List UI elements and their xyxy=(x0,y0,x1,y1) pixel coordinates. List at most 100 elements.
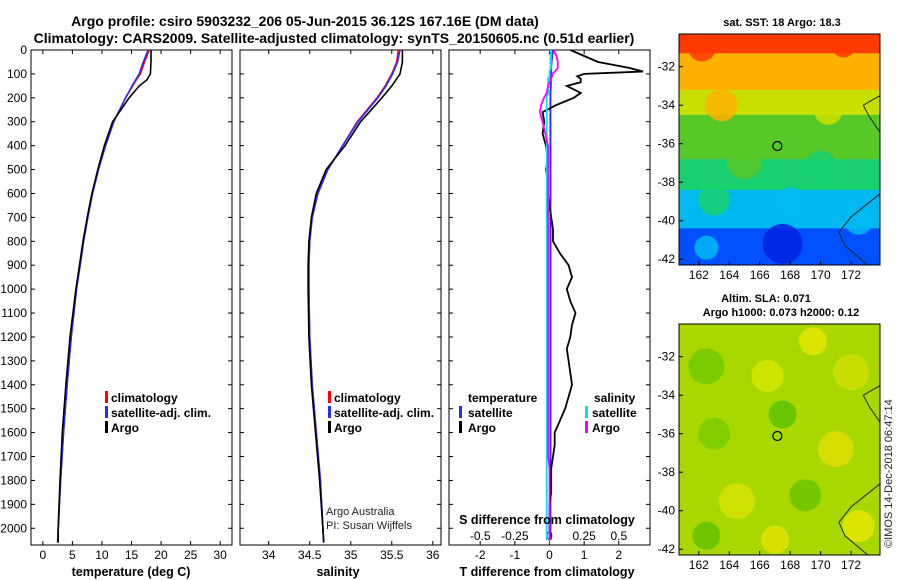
sla-blob xyxy=(688,348,725,385)
lon-tick-label: 166 xyxy=(750,558,770,572)
sla-blob xyxy=(768,400,797,429)
s-tick-label: -0.25 xyxy=(501,529,529,543)
lat-tick-label: -36 xyxy=(658,427,676,441)
x-tick-label: 34.5 xyxy=(298,548,322,562)
legend-s-satellite-label: satellite xyxy=(592,406,637,420)
legend-s-satellite-swatch xyxy=(585,406,588,418)
x-tick-label: -1 xyxy=(510,548,521,562)
depth-tick-label: 200 xyxy=(7,91,27,105)
depth-tick-label: 2000 xyxy=(0,521,27,535)
legend-argo-label: Argo xyxy=(111,421,139,435)
sla-blob xyxy=(799,327,827,356)
depth-tick-label: 1500 xyxy=(0,402,27,416)
credit-pi: PI: Susan Wijffels xyxy=(326,520,412,532)
depth-tick-label: 1400 xyxy=(0,378,27,392)
depth-tick-label: 1000 xyxy=(0,282,27,296)
series-argo xyxy=(307,50,404,543)
depth-tick-label: 600 xyxy=(7,186,27,200)
lon-tick-label: 170 xyxy=(811,268,831,282)
legend-climatology-label: climatology xyxy=(334,391,401,405)
legend-argo-swatch xyxy=(328,421,331,433)
lat-tick-label: -34 xyxy=(658,388,676,402)
lon-tick-label: 162 xyxy=(689,268,709,282)
depth-tick-labels: 0 100 200 300 400 500 600 700 800 900 1000 1100 1200… xyxy=(0,43,27,535)
lon-tick-label: 164 xyxy=(719,558,739,572)
x-tick-label: 0 xyxy=(39,548,46,562)
lon-tick-label: 162 xyxy=(689,558,709,572)
salinity-legend: climatology satellite-adj. clim. Argo xyxy=(328,391,434,435)
lon-tick-label: 164 xyxy=(719,268,739,282)
depth-tick-label: 1700 xyxy=(0,450,27,464)
legend-t-satellite-label: satellite xyxy=(468,406,513,420)
sst-blob xyxy=(831,34,856,58)
x-tick-label: 30 xyxy=(213,548,227,562)
sst-blob xyxy=(814,97,843,125)
title-line2: Climatology: CARS2009. Satellite-adjuste… xyxy=(34,30,635,46)
lat-tick-label: -36 xyxy=(658,137,676,151)
sst-map-ticks: 162 164 166 168 170 172 -32 -34 -36 -38 -40 -42 xyxy=(658,60,862,282)
legend-satellite-label: satellite-adj. clim. xyxy=(334,406,434,420)
legend-argo-swatch xyxy=(105,421,108,433)
lon-tick-label: 172 xyxy=(841,268,861,282)
legend-s-argo-label: Argo xyxy=(592,421,620,435)
sst-blob xyxy=(844,206,873,235)
sst-zone xyxy=(679,114,880,161)
sst-field xyxy=(679,34,880,265)
lon-tick-label: 166 xyxy=(750,268,770,282)
sst-blob xyxy=(804,150,837,183)
legend-t-argo-swatch xyxy=(459,421,462,433)
temperature-panel: 0100200300400500600700800900100011001200… xyxy=(0,43,233,579)
x-tick-label: 34 xyxy=(262,548,276,562)
depth-tick-label: 300 xyxy=(7,115,27,129)
sla-blob xyxy=(698,417,731,450)
difference-profiles xyxy=(538,49,644,545)
lat-tick-label: -38 xyxy=(658,465,676,479)
sst-blob xyxy=(694,235,719,260)
sst-map-frame xyxy=(678,33,881,266)
lat-tick-label: -40 xyxy=(658,504,676,518)
depth-tick-label: 1900 xyxy=(0,497,27,511)
lon-tick-label: 168 xyxy=(780,268,800,282)
temperature-profiles xyxy=(56,49,152,543)
depth-tick-label: 500 xyxy=(7,163,27,177)
salinity-panel: 34 34.5 35 35.5 36 climatology satellite-adj… xyxy=(239,49,442,579)
x-tick-label: 5 xyxy=(69,548,76,562)
x-tick-label: 25 xyxy=(184,548,198,562)
sla-blob xyxy=(789,479,822,512)
sla-map-frame xyxy=(678,323,881,556)
sla-map-subtitle: Argo h1000: 0.073 h2000: 0.12 xyxy=(703,307,860,319)
salinity-plot-frame xyxy=(239,49,442,546)
sla-blob xyxy=(842,510,875,543)
sla-blob xyxy=(751,359,784,392)
depth-tick-label: 900 xyxy=(7,258,27,272)
series-argo xyxy=(57,50,152,543)
lat-tick-label: -38 xyxy=(658,175,676,189)
x-tick-label: 0 xyxy=(546,548,553,562)
series-t-diff-satellite xyxy=(549,49,554,541)
coastline xyxy=(862,385,880,423)
s-tick-label: -0.5 xyxy=(470,529,491,543)
legend-climatology-swatch xyxy=(105,391,108,403)
lat-tick-label: -32 xyxy=(658,350,676,364)
sst-zone xyxy=(679,53,880,91)
s-tick-label: 0.25 xyxy=(572,529,596,543)
legend-climatology-label: climatology xyxy=(111,391,178,405)
depth-tick-label: 1300 xyxy=(0,354,27,368)
legend-temperature-heading: temperature xyxy=(468,391,538,405)
lat-tick-label: -42 xyxy=(658,542,676,556)
sst-blob xyxy=(726,143,763,180)
difference-panel: -2 -1 0 1 2 -0.5 -0.25 0 0.25 0.5 temperature sa… xyxy=(448,49,651,579)
salinity-profiles xyxy=(307,49,404,543)
x-tick-label: 20 xyxy=(154,548,168,562)
temperature-legend: climatology satellite-adj. clim. Argo xyxy=(105,391,211,435)
lon-tick-label: 172 xyxy=(841,558,861,572)
sst-blob xyxy=(776,187,805,216)
x-tick-label: 10 xyxy=(95,548,109,562)
sla-blob xyxy=(833,354,870,391)
legend-climatology-swatch xyxy=(328,391,331,403)
lat-tick-label: -42 xyxy=(658,252,676,266)
sla-field xyxy=(679,324,880,555)
t-difference-x-ticks: -2 -1 0 1 2 xyxy=(449,49,650,562)
s-difference-label: S difference from climatology xyxy=(459,513,635,527)
temperature-x-ticks: 0 5 10 15 20 25 30 xyxy=(31,49,232,562)
